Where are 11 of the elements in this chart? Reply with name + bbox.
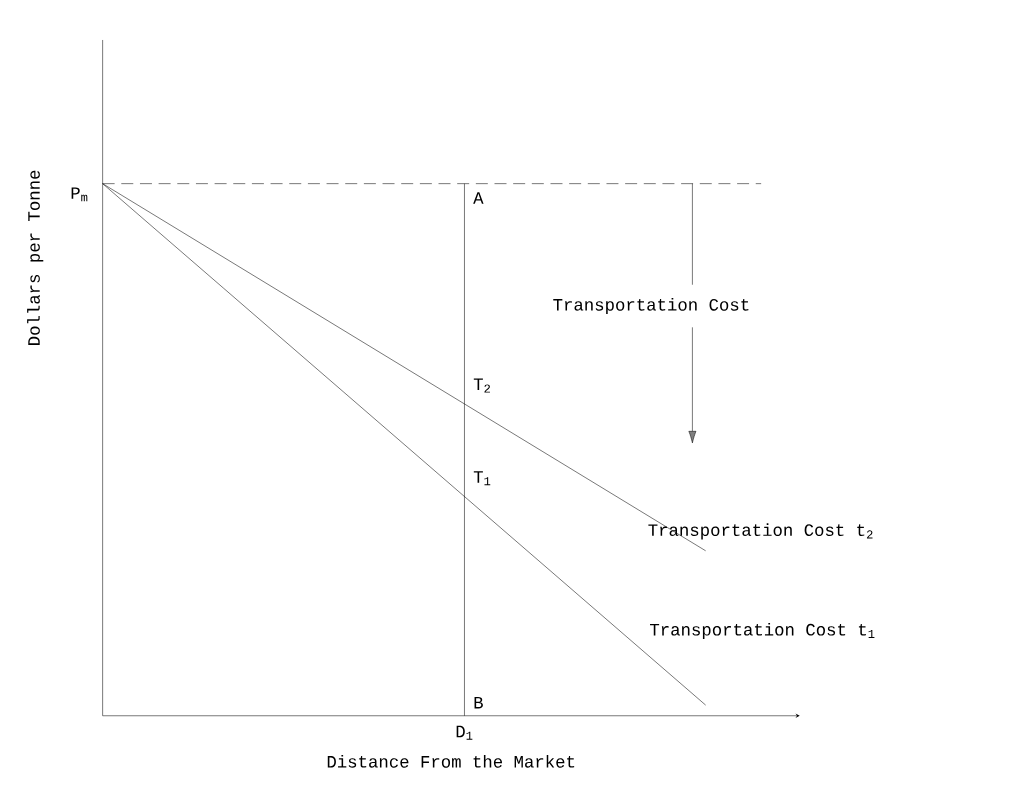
annotation: B: [474, 696, 483, 709]
y-axis-title: Dollars per Tonne: [27, 170, 44, 345]
annotation: A: [473, 192, 484, 204]
annotation: T$_{1}$: [473, 471, 491, 485]
series-label: Transportation Cost t$_{2}$: [648, 523, 873, 540]
annotation: Transportation Cost: [553, 297, 749, 314]
x-axis-title: Distance From the Market: [327, 754, 575, 768]
ref-line-label: P$_{m}$: [71, 187, 88, 202]
annotation: T$_{2}$: [473, 378, 490, 393]
series-label: Transportation Cost t$_{1}$: [650, 622, 875, 639]
text: D$_{1}$: [456, 725, 473, 740]
